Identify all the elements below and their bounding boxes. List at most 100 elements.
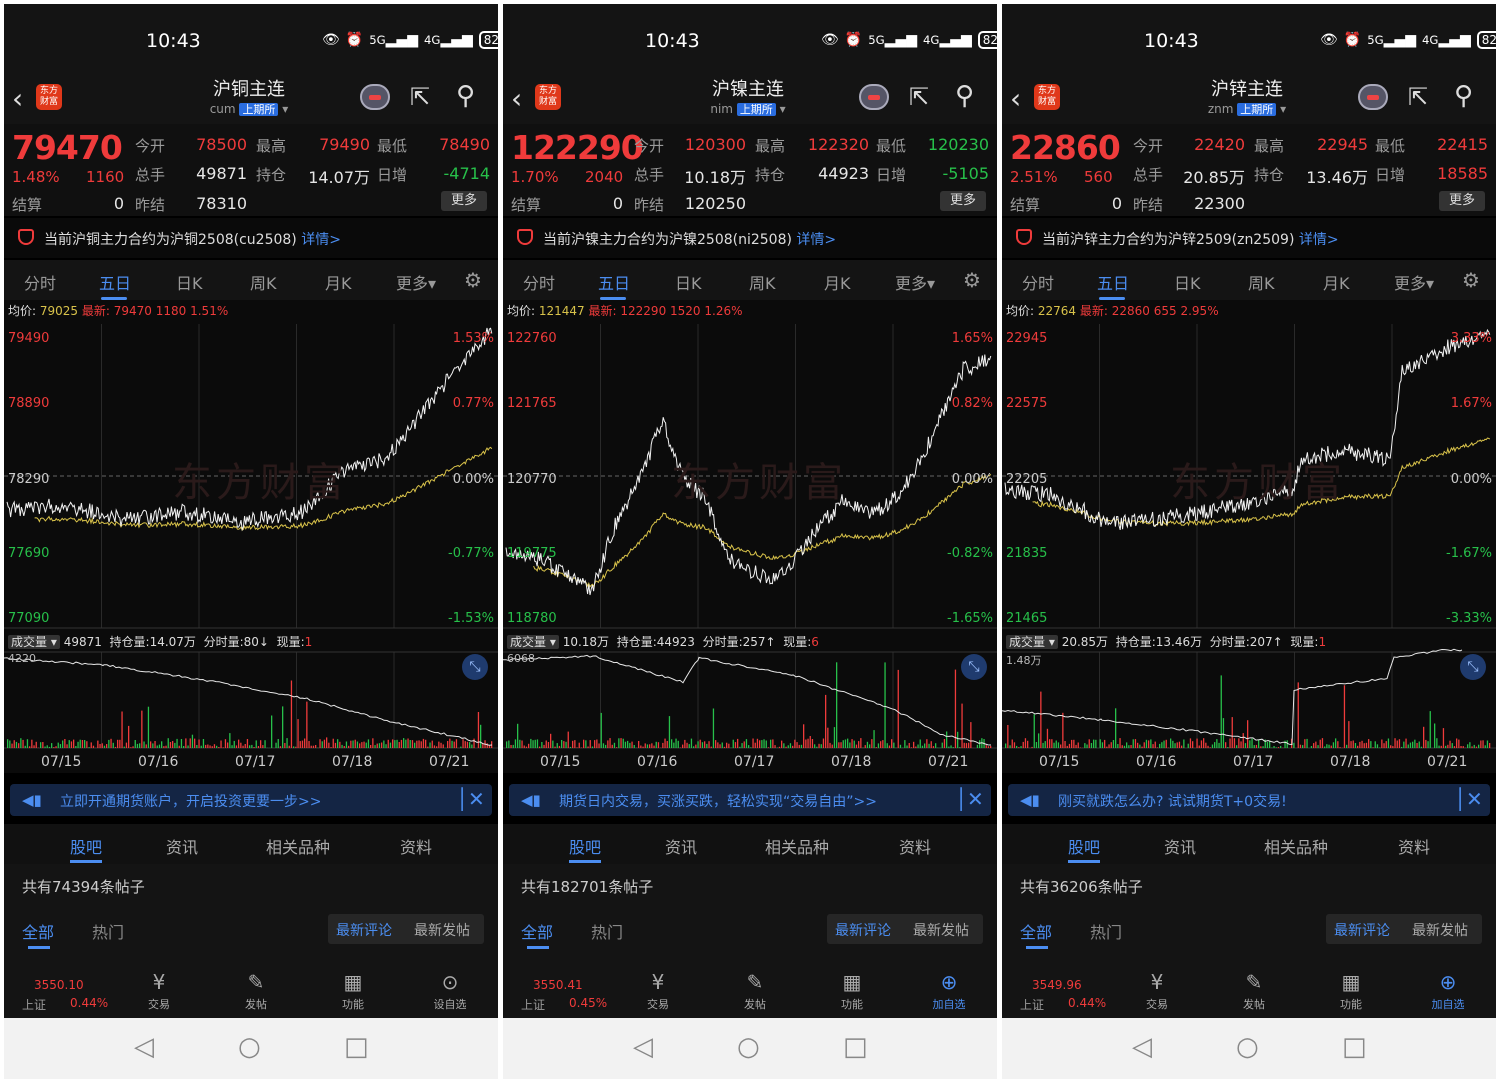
sort-latest-comment[interactable]: 最新评论 — [1334, 923, 1390, 939]
tab-daily-k[interactable]: 日K — [1174, 274, 1201, 293]
nav-watchlist[interactable]: ⊙ 设自选 — [420, 970, 480, 1012]
expand-icon[interactable]: ⤡ — [1460, 654, 1486, 680]
back-icon[interactable]: ‹ — [12, 82, 24, 115]
close-icon[interactable]: │✕ — [1454, 787, 1483, 811]
promo-banner[interactable]: ◀▮ 刚买就跌怎么办? 试试期货T+0交易! │✕ — [1008, 784, 1490, 816]
volume-selector[interactable]: 成交量 ▾ — [1006, 635, 1058, 649]
index-value[interactable]: 3550.10 — [34, 978, 84, 992]
five-day-chart[interactable]: 均价: 121447 最新: 122290 1520 1.26% 东方财富 12… — [503, 300, 997, 773]
nav-function[interactable]: ▦ 功能 — [323, 970, 383, 1012]
nav-function[interactable]: ▦ 功能 — [1321, 970, 1381, 1012]
nav-watchlist[interactable]: ⊕ 加自选 — [1418, 970, 1478, 1012]
nav-post[interactable]: ✎ 发帖 — [725, 970, 785, 1012]
filter-all[interactable]: 全部 — [521, 923, 554, 942]
system-recent-icon[interactable]: □ — [843, 1032, 868, 1062]
system-recent-icon[interactable]: □ — [1342, 1032, 1367, 1062]
main-contract-notice[interactable]: 当前沪铜主力合约为沪铜2508(cu2508) 详情> — [4, 218, 498, 258]
filter-all[interactable]: 全部 — [1020, 923, 1053, 942]
tab-more[interactable]: 更多▾ — [1394, 274, 1435, 293]
tab-guba[interactable]: 股吧 — [569, 838, 602, 857]
tab-five-day[interactable]: 五日 — [1097, 274, 1130, 293]
tab-monthly-k[interactable]: 月K — [1323, 274, 1350, 293]
back-icon[interactable]: ‹ — [1010, 82, 1022, 115]
robot-assistant-icon[interactable] — [859, 84, 889, 110]
five-day-chart[interactable]: 均价: 22764 最新: 22860 655 2.95% 东方财富 22945… — [1002, 300, 1496, 773]
promo-text[interactable]: 立即开通期货账户，开启投资更要一步>> — [60, 794, 322, 810]
tab-monthly-k[interactable]: 月K — [824, 274, 851, 293]
sort-latest-post[interactable]: 最新发帖 — [414, 923, 470, 939]
tab-five-day[interactable]: 五日 — [598, 274, 631, 293]
tab-news[interactable]: 资讯 — [665, 838, 698, 857]
tab-info[interactable]: 资料 — [899, 838, 932, 857]
tab-related[interactable]: 相关品种 — [266, 838, 331, 857]
tab-more[interactable]: 更多▾ — [895, 274, 936, 293]
system-back-icon[interactable]: ◁ — [134, 1032, 154, 1062]
search-icon[interactable]: ⚲ — [1454, 81, 1474, 111]
gear-icon[interactable]: ⚙ — [963, 268, 981, 292]
close-icon[interactable]: │✕ — [456, 787, 485, 811]
tab-related[interactable]: 相关品种 — [765, 838, 830, 857]
close-icon[interactable]: │✕ — [955, 787, 984, 811]
notice-detail-link[interactable]: 详情> — [1298, 232, 1339, 248]
tab-guba[interactable]: 股吧 — [1068, 838, 1101, 857]
expand-icon[interactable]: ⤡ — [462, 654, 488, 680]
nav-trade[interactable]: ¥ 交易 — [1127, 970, 1187, 1012]
tab-guba[interactable]: 股吧 — [70, 838, 103, 857]
tab-intraday[interactable]: 分时 — [523, 274, 556, 293]
nav-watchlist[interactable]: ⊕ 加自选 — [919, 970, 979, 1012]
tab-weekly-k[interactable]: 周K — [1248, 274, 1275, 293]
index-value[interactable]: 3549.96 — [1032, 978, 1082, 992]
sort-latest-post[interactable]: 最新发帖 — [913, 923, 969, 939]
search-icon[interactable]: ⚲ — [955, 81, 975, 111]
promo-banner[interactable]: ◀▮ 期货日内交易，买涨买跌，轻松实现“交易自由”>> │✕ — [509, 784, 991, 816]
tab-intraday[interactable]: 分时 — [1022, 274, 1055, 293]
volume-selector[interactable]: 成交量 ▾ — [8, 635, 60, 649]
tab-monthly-k[interactable]: 月K — [325, 274, 352, 293]
back-icon[interactable]: ‹ — [511, 82, 523, 115]
filter-hot[interactable]: 热门 — [92, 923, 125, 942]
expand-icon[interactable]: ⤡ — [961, 654, 987, 680]
more-button[interactable]: 更多 — [441, 191, 487, 211]
search-icon[interactable]: ⚲ — [456, 81, 476, 111]
promo-text[interactable]: 期货日内交易，买涨买跌，轻松实现“交易自由”>> — [559, 794, 877, 810]
tab-five-day[interactable]: 五日 — [99, 274, 132, 293]
filter-all[interactable]: 全部 — [22, 923, 55, 942]
main-contract-notice[interactable]: 当前沪镍主力合约为沪镍2508(ni2508) 详情> — [503, 218, 997, 258]
volume-selector[interactable]: 成交量 ▾ — [507, 635, 559, 649]
sort-latest-comment[interactable]: 最新评论 — [835, 923, 891, 939]
share-icon[interactable]: ⇱ — [1408, 83, 1429, 111]
tab-info[interactable]: 资料 — [400, 838, 433, 857]
tab-news[interactable]: 资讯 — [166, 838, 199, 857]
system-home-icon[interactable]: ○ — [737, 1032, 760, 1062]
tab-daily-k[interactable]: 日K — [176, 274, 203, 293]
more-button[interactable]: 更多 — [1439, 191, 1485, 211]
nav-trade[interactable]: ¥ 交易 — [129, 970, 189, 1012]
tab-related[interactable]: 相关品种 — [1264, 838, 1329, 857]
tab-daily-k[interactable]: 日K — [675, 274, 702, 293]
robot-assistant-icon[interactable] — [360, 84, 390, 110]
tab-weekly-k[interactable]: 周K — [749, 274, 776, 293]
tab-news[interactable]: 资讯 — [1164, 838, 1197, 857]
nav-function[interactable]: ▦ 功能 — [822, 970, 882, 1012]
notice-detail-link[interactable]: 详情> — [301, 232, 341, 248]
tab-weekly-k[interactable]: 周K — [250, 274, 277, 293]
system-recent-icon[interactable]: □ — [344, 1032, 369, 1062]
share-icon[interactable]: ⇱ — [410, 83, 431, 111]
nav-post[interactable]: ✎ 发帖 — [1224, 970, 1284, 1012]
system-home-icon[interactable]: ○ — [1236, 1032, 1259, 1062]
promo-banner[interactable]: ◀▮ 立即开通期货账户，开启投资更要一步>> │✕ — [10, 784, 492, 816]
more-button[interactable]: 更多 — [940, 191, 986, 211]
notice-detail-link[interactable]: 详情> — [796, 232, 837, 248]
sort-latest-comment[interactable]: 最新评论 — [336, 923, 392, 939]
tab-more[interactable]: 更多▾ — [396, 274, 437, 293]
sort-latest-post[interactable]: 最新发帖 — [1412, 923, 1468, 939]
index-value[interactable]: 3550.41 — [533, 978, 583, 992]
nav-trade[interactable]: ¥ 交易 — [628, 970, 688, 1012]
system-back-icon[interactable]: ◁ — [1132, 1032, 1152, 1062]
filter-hot[interactable]: 热门 — [591, 923, 624, 942]
filter-hot[interactable]: 热门 — [1090, 923, 1123, 942]
promo-text[interactable]: 刚买就跌怎么办? 试试期货T+0交易! — [1058, 794, 1287, 810]
gear-icon[interactable]: ⚙ — [1462, 268, 1480, 292]
five-day-chart[interactable]: 均价: 79025 最新: 79470 1180 1.51% 东方财富 7949… — [4, 300, 498, 773]
share-icon[interactable]: ⇱ — [909, 83, 930, 111]
